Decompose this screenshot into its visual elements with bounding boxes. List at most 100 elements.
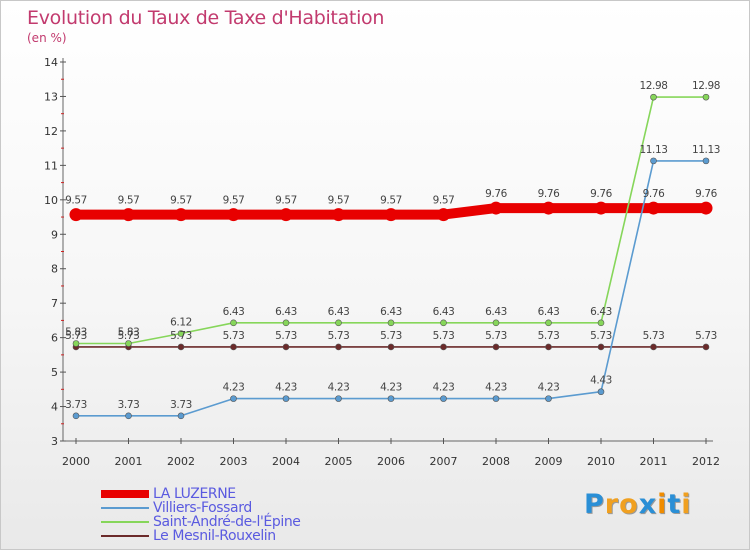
legend-label-la-luzerne: LA LUZERNE: [153, 486, 236, 502]
chart-series: [69, 93, 713, 420]
x-tick-label: 2011: [640, 455, 668, 468]
data-label-villiers-fossard: 3.73: [118, 399, 140, 411]
data-point-saint-andre-de-l-epine: [650, 93, 657, 101]
data-label-saint-andre-de-l-epine: 6.43: [538, 306, 560, 318]
legend-item-villiers-fossard: Villiers-Fossard: [101, 501, 301, 515]
data-point-le-mesnil-rouxelin: [335, 343, 342, 351]
legend-item-saint-andre-de-l-epine: Saint-André-de-l'Épine: [101, 515, 301, 529]
data-label-la-luzerne: 9.76: [590, 188, 612, 200]
data-point-la-luzerne: [122, 208, 135, 222]
data-point-la-luzerne: [437, 208, 450, 222]
data-labels: 9.57 9.57 9.57 9.57 9.57 9.57 9.57 9.57 9.76 9.76…: [65, 80, 720, 411]
data-point-la-luzerne: [174, 208, 188, 222]
legend-item-la-luzerne: LA LUZERNE: [101, 487, 301, 501]
data-point-le-mesnil-rouxelin: [545, 343, 552, 351]
data-label-saint-andre-de-l-epine: 6.43: [590, 306, 612, 318]
legend-swatch-villiers-fossard: [101, 507, 149, 509]
legend-swatch-saint-andre-de-l-epine: [101, 521, 149, 523]
data-label-saint-andre-de-l-epine: 6.43: [275, 306, 297, 318]
data-label-le-mesnil-rouxelin: 5.73: [170, 330, 192, 342]
data-label-saint-andre-de-l-epine: 6.43: [485, 306, 507, 318]
chart-subtitle: (en %): [27, 31, 67, 45]
x-tick-label: 2000: [62, 455, 90, 468]
data-point-le-mesnil-rouxelin: [650, 343, 657, 351]
data-label-villiers-fossard: 11.13: [639, 144, 667, 156]
data-point-la-luzerne: [699, 201, 713, 215]
data-label-saint-andre-de-l-epine: 12.98: [692, 80, 720, 92]
data-label-la-luzerne: 9.76: [538, 188, 560, 200]
y-tick-label: 9: [51, 228, 58, 241]
y-tick-label: 12: [44, 125, 58, 138]
x-tick-label: 2012: [692, 455, 720, 468]
x-tick-label: 2001: [115, 455, 143, 468]
x-tick-label: 2009: [535, 455, 563, 468]
data-label-villiers-fossard: 3.73: [65, 399, 87, 411]
data-point-villiers-fossard: [72, 412, 80, 420]
data-label-villiers-fossard: 4.23: [275, 382, 297, 394]
data-point-villiers-fossard: [545, 395, 552, 402]
y-axis-ticks: 3 4 5 6 7 8 9 10 11 12 13 14: [44, 56, 66, 448]
data-point-villiers-fossard: [125, 412, 132, 420]
data-label-villiers-fossard: 4.23: [223, 382, 245, 394]
data-label-saint-andre-de-l-epine: 5.83: [65, 326, 87, 338]
data-label-le-mesnil-rouxelin: 5.73: [485, 330, 507, 342]
data-label-le-mesnil-rouxelin: 5.73: [223, 330, 245, 342]
data-point-saint-andre-de-l-epine: [125, 340, 132, 347]
y-tick-label: 3: [51, 435, 58, 448]
data-point-villiers-fossard: [492, 395, 500, 402]
data-label-la-luzerne: 9.57: [275, 195, 297, 207]
legend-swatch-la-luzerne: [101, 490, 149, 498]
x-tick-label: 2007: [430, 455, 458, 468]
chart-title: Evolution du Taux de Taxe d'Habitation: [27, 7, 385, 29]
data-label-le-mesnil-rouxelin: 5.73: [433, 330, 455, 342]
data-point-saint-andre-de-l-epine: [702, 93, 710, 101]
logo-letter: i: [681, 489, 692, 520]
data-point-villiers-fossard: [440, 395, 447, 402]
data-label-saint-andre-de-l-epine: 12.98: [639, 80, 667, 92]
data-point-la-luzerne: [384, 208, 398, 222]
data-label-le-mesnil-rouxelin: 5.73: [380, 330, 402, 342]
data-label-saint-andre-de-l-epine: 6.43: [380, 306, 402, 318]
data-label-la-luzerne: 9.76: [643, 188, 665, 200]
data-label-le-mesnil-rouxelin: 5.73: [118, 330, 140, 342]
legend-label-saint-andre-de-l-epine: Saint-André-de-l'Épine: [153, 514, 301, 530]
data-point-le-mesnil-rouxelin: [597, 343, 605, 351]
data-point-saint-andre-de-l-epine: [545, 319, 552, 327]
data-point-le-mesnil-rouxelin: [702, 343, 710, 351]
data-point-villiers-fossard: [702, 157, 710, 165]
data-label-la-luzerne: 9.57: [380, 195, 402, 207]
x-tick-label: 2005: [325, 455, 353, 468]
y-tick-label: 10: [44, 194, 58, 207]
x-tick-label: 2002: [167, 455, 195, 468]
data-point-la-luzerne: [69, 208, 83, 222]
logo-letter: o: [619, 489, 639, 520]
data-point-la-luzerne: [594, 201, 608, 215]
data-label-villiers-fossard: 11.13: [692, 144, 720, 156]
data-label-la-luzerne: 9.57: [170, 195, 192, 207]
data-label-le-mesnil-rouxelin: 5.73: [538, 330, 560, 342]
data-point-saint-andre-de-l-epine: [72, 340, 80, 347]
data-point-la-luzerne: [542, 201, 555, 215]
y-tick-label: 4: [51, 401, 58, 414]
data-point-le-mesnil-rouxelin: [230, 343, 237, 351]
data-label-la-luzerne: 9.57: [223, 195, 245, 207]
logo-letter: P: [584, 489, 605, 520]
y-tick-label: 11: [44, 159, 58, 172]
data-point-le-mesnil-rouxelin: [440, 343, 447, 351]
data-point-villiers-fossard: [335, 395, 342, 402]
legend-item-le-mesnil-rouxelin: Le Mesnil-Rouxelin: [101, 529, 301, 543]
data-label-villiers-fossard: 3.73: [170, 399, 192, 411]
y-tick-label: 7: [51, 297, 58, 310]
data-point-saint-andre-de-l-epine: [387, 319, 395, 327]
data-point-villiers-fossard: [387, 395, 395, 402]
data-label-saint-andre-de-l-epine: 6.12: [170, 317, 192, 329]
data-label-saint-andre-de-l-epine: 6.43: [223, 306, 245, 318]
y-tick-label: 13: [44, 90, 58, 103]
data-label-saint-andre-de-l-epine: 6.43: [433, 306, 455, 318]
data-label-le-mesnil-rouxelin: 5.73: [275, 330, 297, 342]
y-tick-label: 8: [51, 263, 58, 276]
data-label-la-luzerne: 9.57: [433, 195, 455, 207]
chart-legend: LA LUZERNE Villiers-Fossard Saint-André-…: [101, 487, 301, 543]
data-label-le-mesnil-rouxelin: 5.73: [328, 330, 350, 342]
